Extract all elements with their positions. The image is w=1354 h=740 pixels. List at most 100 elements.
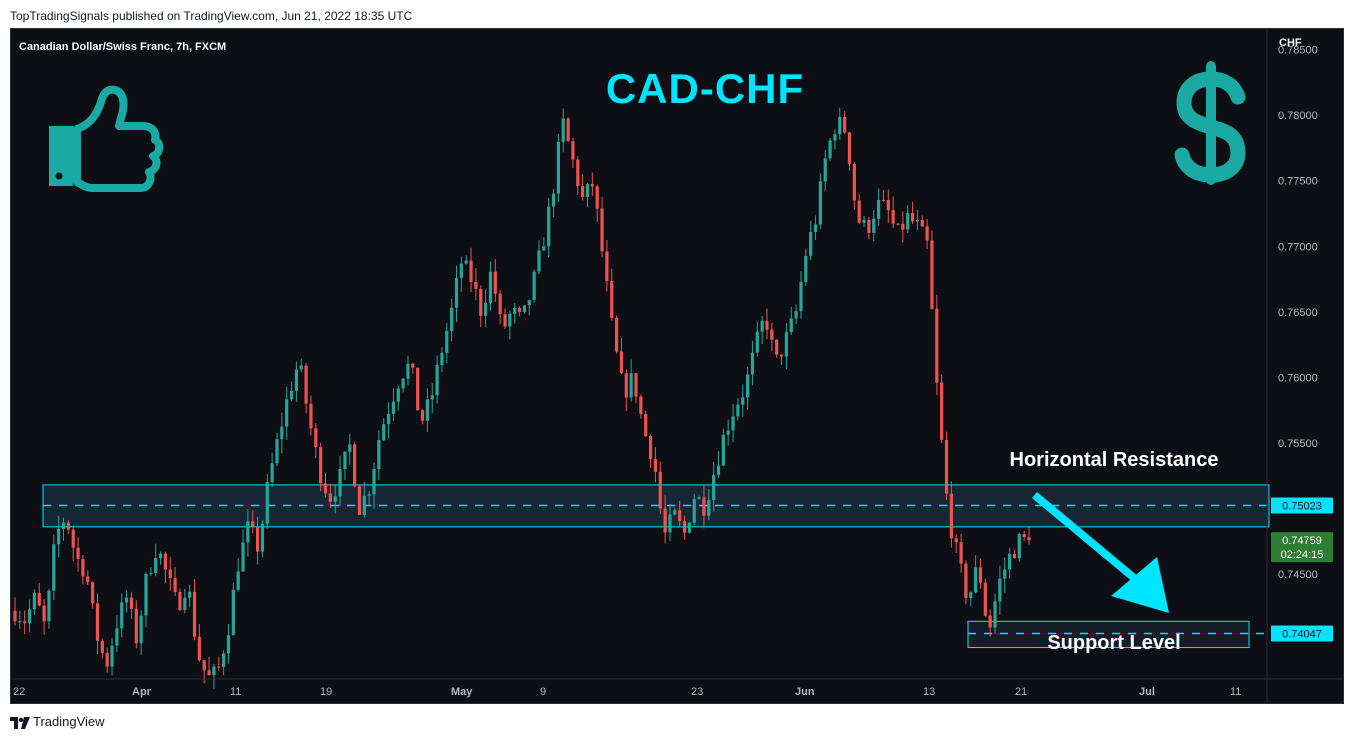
candle-body	[663, 508, 667, 533]
candle-body	[37, 592, 41, 606]
candle-body	[828, 140, 832, 159]
candle-body	[823, 158, 827, 182]
candle-body	[537, 250, 541, 272]
chart-area[interactable]: Canadian Dollar/Swiss Franc, 7h, FXCM CH…	[10, 28, 1344, 704]
candle-body	[547, 206, 551, 247]
time-tick-label: 19	[320, 686, 332, 698]
candle-body	[498, 293, 502, 315]
candle-body	[474, 281, 478, 289]
candle-body	[134, 608, 138, 644]
candle-body	[949, 493, 953, 539]
price-tick-label: 0.76500	[1278, 307, 1318, 319]
tradingview-logo[interactable]: TradingView	[10, 714, 105, 729]
candle-body	[154, 558, 158, 574]
candle-body	[775, 339, 779, 355]
candle-body	[163, 553, 168, 570]
candle-body	[789, 318, 793, 333]
candlestick-chart[interactable]: Canadian Dollar/Swiss Franc, 7h, FXCM CH…	[11, 29, 1343, 703]
candle-body	[309, 403, 313, 429]
candle-body	[653, 459, 658, 472]
candle-body	[721, 434, 725, 466]
candle-body	[275, 439, 279, 464]
candle-body	[416, 367, 420, 411]
candle-body	[925, 226, 929, 241]
candle-body	[91, 582, 95, 604]
candle-body	[129, 597, 134, 609]
time-tick-label: 22	[13, 686, 25, 698]
candle-body	[978, 567, 983, 583]
candle-body	[212, 666, 216, 676]
candle-body	[299, 365, 303, 370]
candle-body	[687, 522, 691, 533]
time-tick-label: Jun	[795, 686, 815, 698]
candle-body	[746, 374, 750, 398]
candle-body	[1007, 553, 1012, 570]
candle-body	[983, 582, 987, 616]
candle-body	[605, 251, 609, 282]
candle-body	[401, 378, 405, 389]
candle-body	[124, 597, 129, 603]
candle-body	[707, 500, 711, 516]
candle-body	[13, 610, 17, 622]
candle-body	[876, 199, 881, 219]
candle-body	[998, 578, 1002, 602]
candle-body	[391, 401, 396, 414]
candle-body	[881, 199, 886, 201]
candle-body	[852, 163, 856, 201]
candle-body	[750, 352, 755, 375]
currency-label: CHF	[1279, 37, 1302, 49]
candle-body	[105, 652, 109, 667]
candle-body	[338, 469, 342, 497]
candle-body	[319, 447, 323, 484]
candle-body	[993, 601, 997, 628]
dollar-sign-icon	[1174, 61, 1246, 185]
candle-body	[726, 430, 730, 435]
candle-body	[158, 553, 163, 559]
candle-body	[736, 404, 740, 417]
candle-body	[838, 116, 842, 135]
candle-body	[770, 329, 774, 340]
candle-body	[100, 640, 104, 653]
price-tick-label: 0.77500	[1278, 176, 1318, 188]
symbol-title: Canadian Dollar/Swiss Franc, 7h, FXCM	[19, 41, 226, 53]
candle-body	[406, 363, 410, 379]
candle-body	[32, 592, 37, 610]
candle-body	[716, 465, 721, 475]
candle-body	[226, 635, 231, 654]
candle-body	[440, 352, 444, 366]
candle-body	[920, 220, 924, 227]
candle-body	[503, 314, 507, 327]
candle-body	[246, 521, 250, 543]
candle-body	[974, 567, 978, 593]
candle-body	[425, 399, 429, 421]
candle-body	[629, 373, 633, 398]
price-tick-label: 0.74500	[1278, 569, 1318, 581]
support-label: Support Level	[1047, 632, 1180, 654]
candle-body	[251, 521, 255, 528]
candle-body	[1027, 537, 1031, 541]
candle-body	[779, 354, 784, 357]
candle-body	[382, 424, 386, 441]
candle-body	[76, 547, 80, 560]
candle-body	[353, 444, 357, 487]
candle-body	[935, 308, 939, 383]
candle-body	[964, 563, 968, 598]
candle-body	[940, 382, 944, 440]
candle-body	[682, 521, 687, 533]
tradingview-icon	[10, 716, 30, 729]
candle-body	[508, 313, 512, 327]
candle-body	[202, 660, 206, 671]
candle-body	[673, 510, 677, 515]
candle-body	[906, 213, 910, 230]
candle-body	[697, 497, 701, 500]
candle-body	[86, 576, 90, 583]
candle-body	[241, 542, 245, 572]
candle-body	[168, 569, 172, 579]
candle-body	[42, 605, 46, 622]
candle-body	[348, 444, 352, 452]
candle-body	[367, 494, 371, 496]
candle-body	[513, 308, 517, 314]
time-tick-label: 21	[1015, 686, 1027, 698]
candle-body	[551, 193, 556, 207]
candle-body	[396, 388, 400, 402]
